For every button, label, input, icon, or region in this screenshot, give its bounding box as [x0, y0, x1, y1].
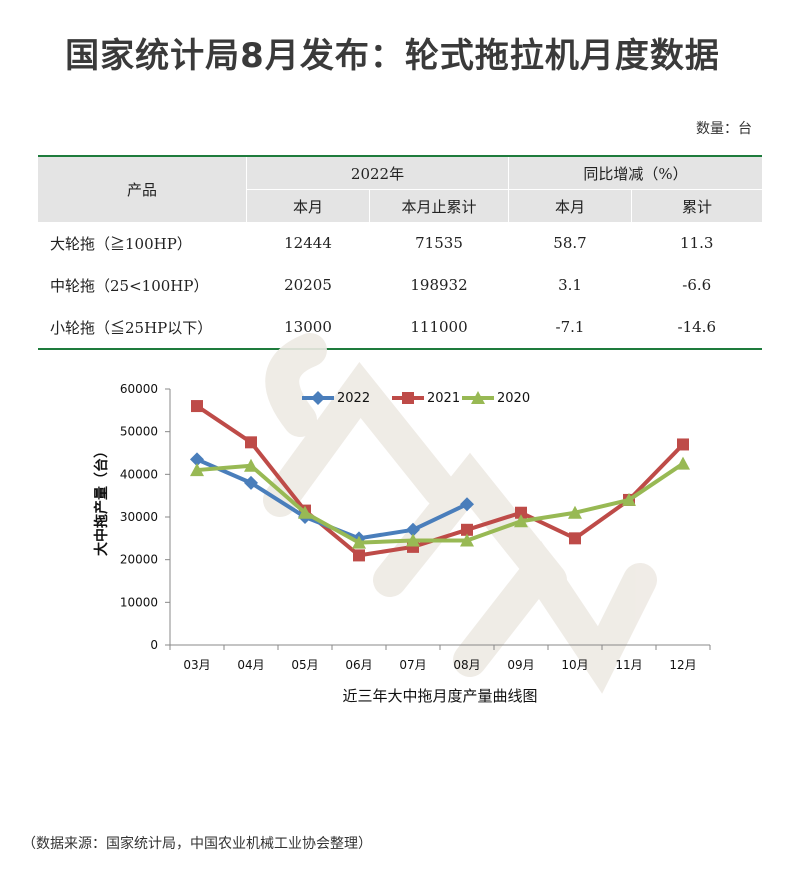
y-tick-label: 20000 — [120, 553, 158, 567]
y-tick-label: 30000 — [120, 510, 158, 524]
data-point — [311, 391, 325, 405]
row-month: 20205 — [284, 276, 332, 294]
data-point — [406, 522, 420, 537]
data-point — [677, 438, 689, 451]
data-point — [569, 532, 581, 545]
x-axis-label: 近三年大中拖月度产量曲线图 — [342, 687, 537, 705]
y-tick-label: 60000 — [120, 382, 158, 396]
data-point — [568, 505, 582, 519]
x-tick-label: 08月 — [453, 658, 480, 672]
header-total-yoy: 累计 — [631, 189, 762, 222]
row-cum: 71535 — [415, 234, 463, 252]
data-point — [460, 497, 474, 512]
x-tick-label: 09月 — [507, 658, 534, 672]
header-month: 本月 — [246, 189, 370, 222]
header-cumulative: 本月止累计 — [369, 189, 509, 222]
line-chart: 0 10000 20000 30000 40000 50000 60000 03月 04月 05月… — [93, 382, 711, 705]
data-point — [298, 505, 312, 519]
x-tick-label: 07月 — [399, 658, 426, 672]
row-name: 中轮拖（25<100HP） — [50, 276, 209, 295]
data-point — [471, 391, 485, 404]
y-tick-label: 50000 — [120, 425, 158, 439]
page-title: 国家统计局8月发布：轮式拖拉机月度数据 — [65, 36, 720, 76]
series-line — [195, 404, 685, 558]
footer-source: （数据来源：国家统计局，中国农业机械工业协会整理） — [22, 836, 372, 852]
series-line — [196, 462, 685, 545]
legend-label: 2021 — [427, 391, 460, 406]
data-point — [460, 533, 474, 547]
data-point — [622, 492, 636, 506]
data-point — [402, 392, 414, 404]
table-row: 中轮拖（25<100HP） 20205 198932 3.1 -6.6 — [38, 264, 762, 306]
header-product: 产品 — [126, 181, 157, 199]
data-point — [515, 506, 527, 519]
data-point — [676, 456, 690, 470]
row-cum: 198932 — [410, 276, 468, 294]
y-tick-label: 40000 — [120, 467, 158, 481]
x-tick-label: 12月 — [669, 658, 696, 672]
row-yoy-cum: -14.6 — [631, 306, 762, 350]
row-cum: 111000 — [369, 306, 509, 350]
data-point — [245, 436, 257, 449]
y-tick-label: 0 — [150, 638, 158, 652]
data-point — [244, 475, 258, 490]
x-tick-label: 05月 — [291, 658, 318, 672]
row-yoy-month: 58.7 — [553, 234, 587, 252]
data-point — [190, 452, 204, 467]
data-point — [406, 533, 420, 547]
x-tick-label: 10月 — [561, 658, 588, 672]
y-axis-label: 大中拖产量（台） — [93, 444, 110, 556]
x-tick-label: 11月 — [615, 658, 642, 672]
row-yoy-cum: 11.3 — [680, 234, 714, 252]
legend-label: 2022 — [337, 391, 370, 406]
row-name: 大轮拖（≧100HP） — [50, 234, 192, 253]
legend-label: 2020 — [497, 391, 530, 406]
legend-item: 2022 — [302, 391, 370, 406]
data-point — [353, 549, 365, 562]
data-point — [244, 458, 258, 472]
table-row: 大轮拖（≧100HP） 12444 71535 58.7 11.3 — [38, 222, 762, 264]
legend-item: 2021 — [392, 391, 460, 406]
row-name: 小轮拖（≦25HP以下） — [38, 306, 247, 350]
data-point — [514, 514, 528, 528]
data-table: 产品 2022年 同比增减（%） 本月 本月止累计 本月 累计 大轮拖（≧100… — [38, 155, 762, 350]
legend-item: 2020 — [462, 391, 530, 406]
data-point — [461, 523, 473, 536]
header-2022: 2022年 — [246, 156, 509, 190]
x-tick-label: 06月 — [345, 658, 372, 672]
data-point — [352, 535, 366, 549]
x-tick-label: 03月 — [183, 658, 210, 672]
data-point — [190, 463, 204, 477]
x-tick-label: 04月 — [237, 658, 264, 672]
row-yoy-month: -7.1 — [508, 306, 632, 350]
unit-note: 数量：台 — [696, 121, 752, 137]
data-point — [191, 400, 203, 413]
header-yoy: 同比增减（%） — [508, 156, 762, 190]
row-yoy-cum: -6.6 — [682, 276, 712, 294]
header-month-yoy: 本月 — [508, 189, 632, 222]
row-yoy-month: 3.1 — [558, 276, 582, 294]
series-2020 — [190, 456, 690, 549]
row-month: 12444 — [284, 234, 332, 252]
y-tick-label: 10000 — [120, 595, 158, 609]
